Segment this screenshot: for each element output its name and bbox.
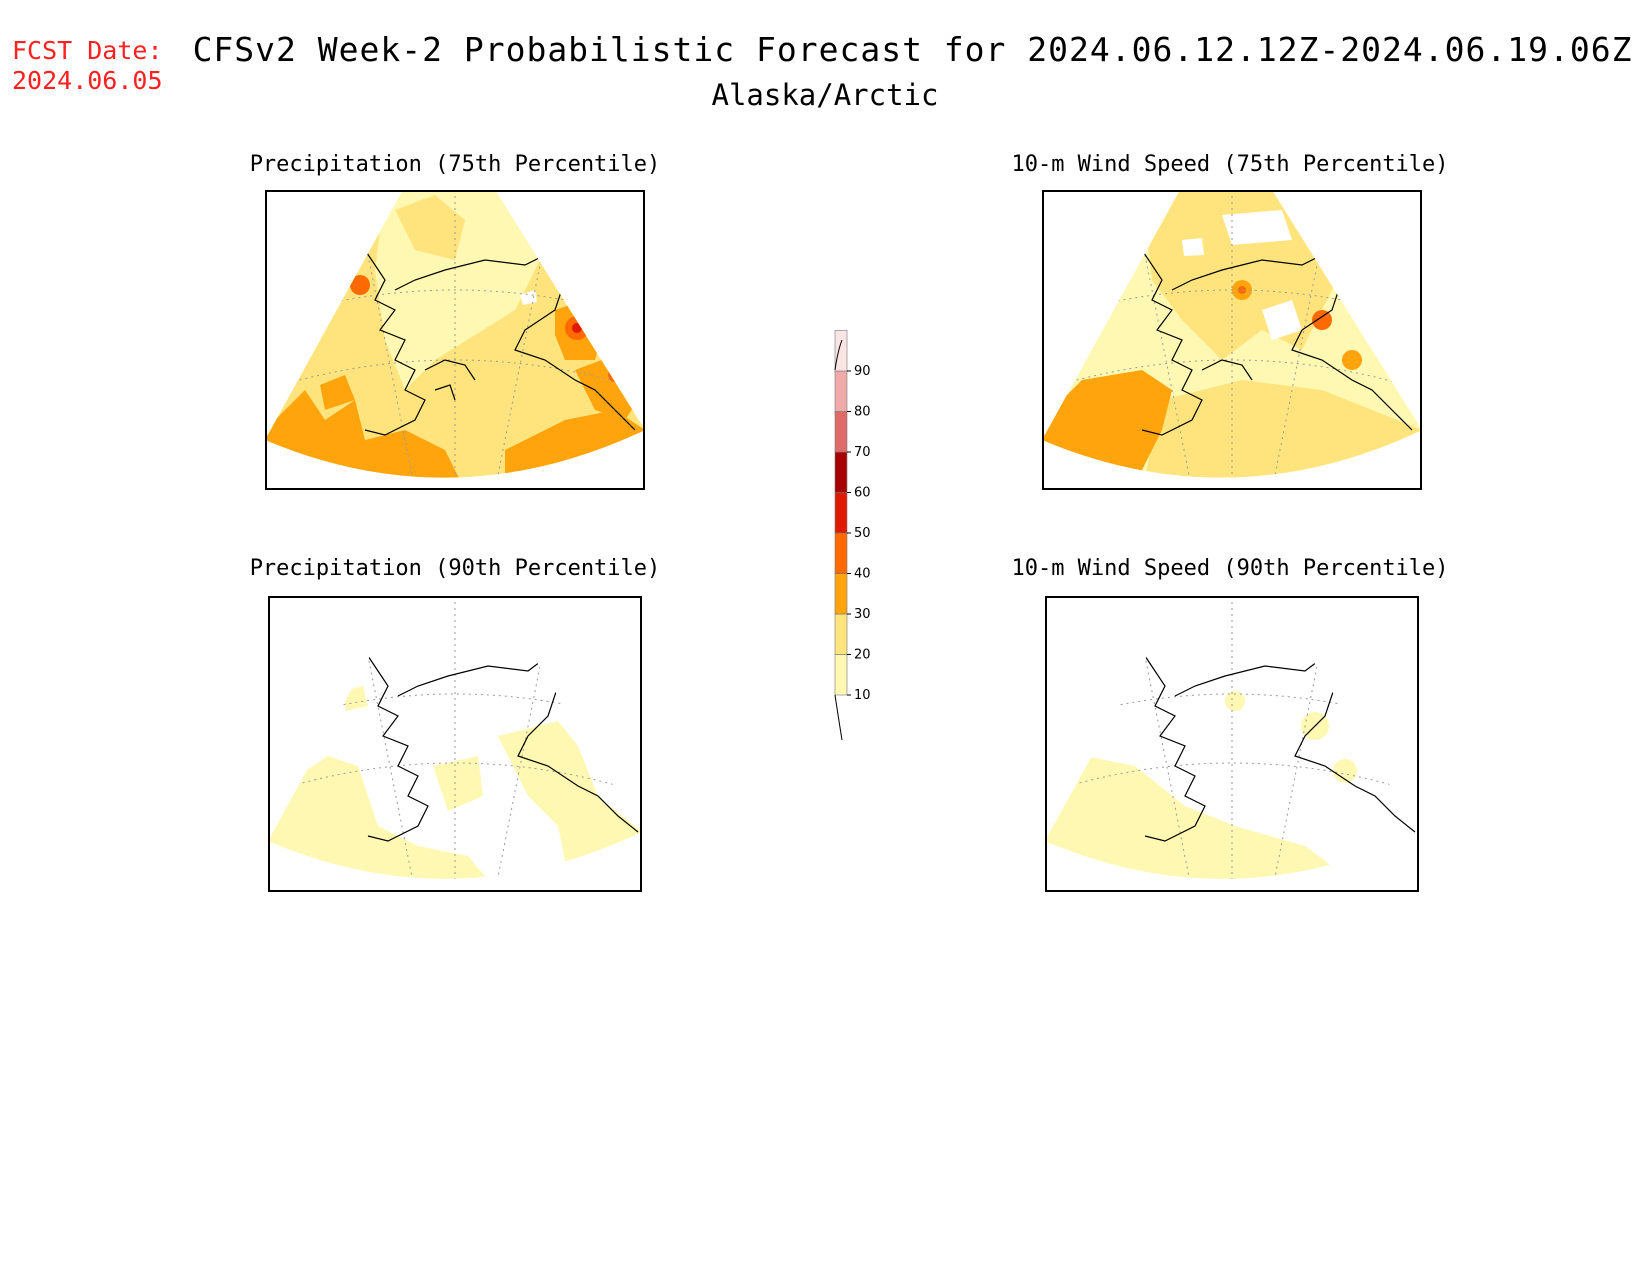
colorbar-label-10: 10 bbox=[854, 688, 871, 703]
forecast-date-block: FCST Date: 2024.06.05 bbox=[12, 36, 163, 96]
coastline bbox=[1144, 655, 1416, 842]
region-title: Alaska/Arctic bbox=[711, 78, 939, 112]
graticule bbox=[265, 190, 645, 478]
main-title: CFSv2 Week-2 Probabilistic Forecast for … bbox=[0, 30, 1650, 69]
graticule bbox=[1042, 190, 1422, 478]
colorbar-label-50: 50 bbox=[854, 526, 871, 541]
colorbar-label-80: 80 bbox=[854, 405, 871, 420]
colorbar-label-20: 20 bbox=[854, 648, 871, 663]
panel-title-precip-75: Precipitation (75th Percentile) bbox=[249, 152, 661, 177]
field-low-blob-3 bbox=[1225, 691, 1245, 711]
colorbar-labels: 10 20 30 40 50 60 70 80 90 bbox=[847, 364, 871, 703]
panel-title-precip-90: Precipitation (90th Percentile) bbox=[249, 556, 661, 581]
colorbar-swatch-60 bbox=[834, 451, 848, 493]
colorbar-swatch-30 bbox=[834, 573, 848, 615]
field-hotspot-1-core bbox=[1238, 286, 1246, 294]
field-white-3 bbox=[1262, 300, 1302, 340]
field-low-blob-2 bbox=[1333, 759, 1357, 783]
field-hotspot-ne-core bbox=[572, 323, 582, 333]
field-low-ne bbox=[498, 721, 642, 876]
forecast-date-label: FCST Date: bbox=[12, 36, 163, 65]
colorbar-swatch-90 bbox=[834, 330, 848, 372]
panel-title-wind-90: 10-m Wind Speed (90th Percentile) bbox=[1011, 556, 1449, 581]
colorbar-swatch-10 bbox=[834, 654, 848, 696]
map-frame bbox=[265, 190, 645, 490]
colorbar-label-40: 40 bbox=[854, 567, 871, 582]
colorbar-swatch-70 bbox=[834, 411, 848, 453]
field-low-sw bbox=[268, 756, 498, 879]
coastline bbox=[364, 249, 636, 436]
colorbar: 10 20 30 40 50 60 70 80 90 bbox=[834, 330, 871, 741]
colorbar-bottom-cap bbox=[834, 694, 843, 741]
field-white-2 bbox=[1182, 238, 1204, 256]
map-precip-90 bbox=[268, 596, 642, 892]
colorbar-label-30: 30 bbox=[854, 607, 871, 622]
field-white bbox=[520, 290, 537, 305]
field-orange-west bbox=[320, 375, 355, 410]
map-frame bbox=[268, 596, 642, 892]
colorbar-top-cap bbox=[834, 339, 843, 371]
field-mid bbox=[395, 195, 465, 260]
colorbar-swatch-80 bbox=[834, 370, 848, 412]
coastline bbox=[367, 655, 639, 842]
field-low-sw bbox=[1045, 756, 1345, 879]
colorbar-swatch-40 bbox=[834, 532, 848, 574]
field-hotspot-2 bbox=[1312, 310, 1332, 330]
map-frame bbox=[1042, 190, 1422, 490]
coastline bbox=[1141, 249, 1413, 436]
forecast-date-value: 2024.06.05 bbox=[12, 66, 163, 95]
colorbar-label-70: 70 bbox=[854, 445, 871, 460]
map-wind-75 bbox=[1042, 190, 1422, 490]
field-low-center bbox=[433, 756, 483, 811]
colorbar-label-90: 90 bbox=[854, 364, 871, 379]
field-white-1 bbox=[1222, 210, 1292, 245]
colorbar-swatch-50 bbox=[834, 492, 848, 534]
field-hotspot-3 bbox=[1342, 350, 1362, 370]
map-frame bbox=[1045, 596, 1419, 892]
map-wind-90 bbox=[1045, 596, 1419, 892]
colorbar-label-60: 60 bbox=[854, 486, 871, 501]
panel-title-wind-75: 10-m Wind Speed (75th Percentile) bbox=[1011, 152, 1449, 177]
map-precip-75 bbox=[265, 190, 645, 490]
main-title-text: CFSv2 Week-2 Probabilistic Forecast for … bbox=[192, 30, 1633, 69]
colorbar-swatches bbox=[834, 330, 848, 696]
field-hotspot-west bbox=[350, 275, 370, 295]
colorbar-swatch-20 bbox=[834, 613, 848, 655]
